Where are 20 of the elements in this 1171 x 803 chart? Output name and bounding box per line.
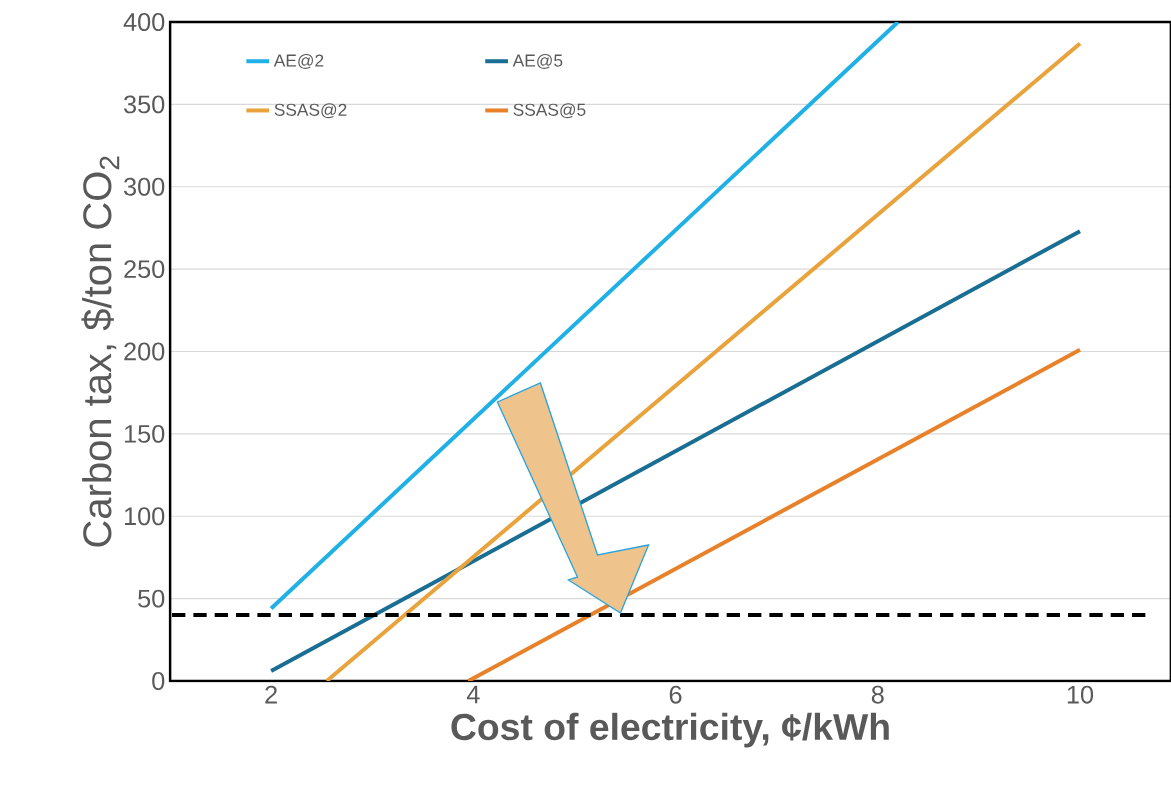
x-tick-label: 6 <box>669 685 682 704</box>
y-tick-label: 150 <box>124 424 165 443</box>
legend-label: AE@5 <box>512 53 563 69</box>
x-tick-label: 8 <box>871 685 884 704</box>
y-tick-label: 50 <box>138 589 165 608</box>
y-tick-label: 200 <box>124 342 165 361</box>
legend-label: SSAS@2 <box>274 103 347 119</box>
y-axis-title: Carbon tax, $/ton CO$_{2}$ <box>81 156 120 547</box>
x-tick-label: 2 <box>265 685 277 704</box>
y-tick-label: 400 <box>123 13 165 31</box>
x-tick-label: 4 <box>466 685 480 704</box>
y-tick-label: 250 <box>124 260 165 279</box>
y-tick-label: 350 <box>123 95 165 114</box>
legend-label: AE@2 <box>273 53 324 69</box>
legend-label: SSAS@5 <box>513 103 586 119</box>
y-tick-label: 100 <box>124 507 165 526</box>
y-tick-label: 300 <box>123 177 165 196</box>
y-tick-label: 0 <box>152 672 165 690</box>
x-axis-title: Cost of electricity, ¢/kWh <box>451 712 889 748</box>
x-tick-label: 10 <box>1067 685 1094 704</box>
